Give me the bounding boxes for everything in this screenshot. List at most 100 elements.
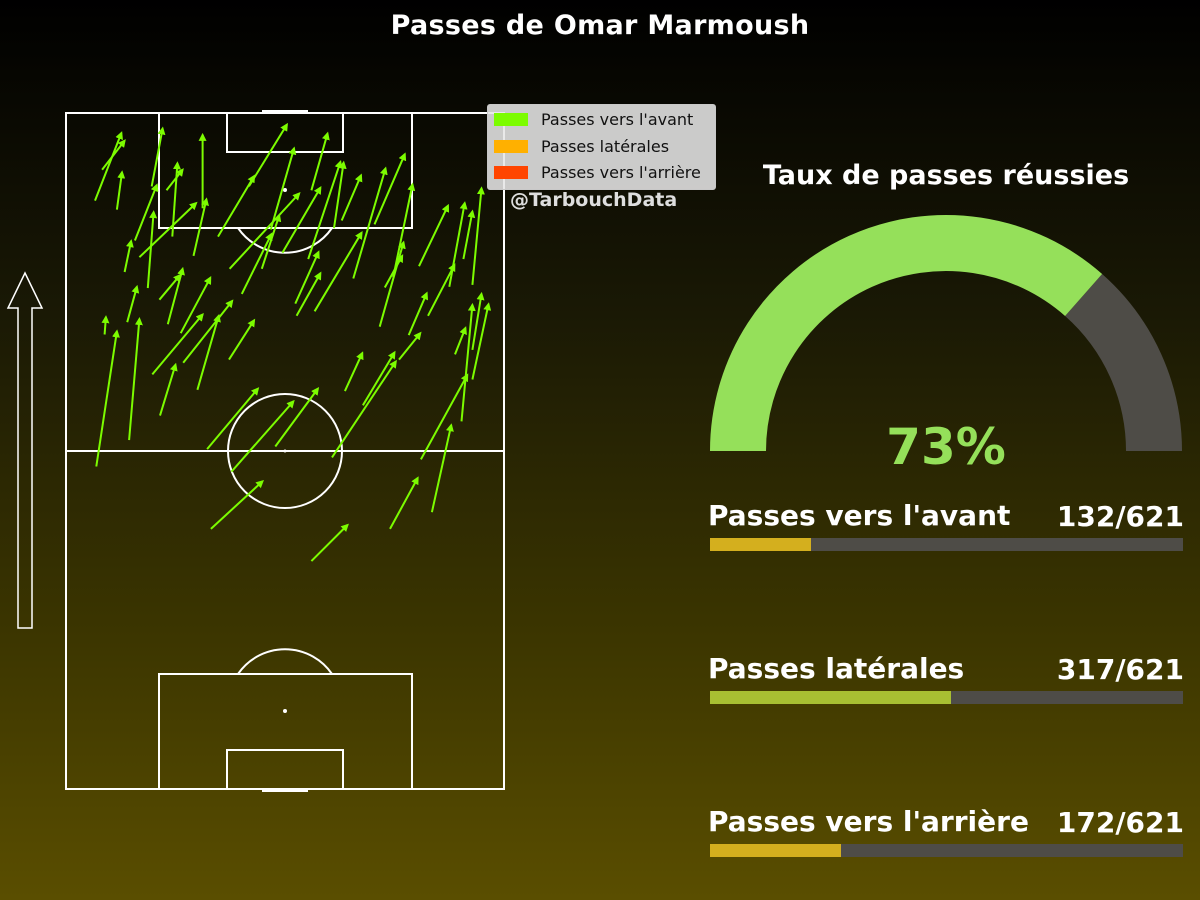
center-spot: [283, 449, 287, 453]
pass-arrow-0-62: [383, 254, 404, 288]
pass-arrow-0-25: [471, 302, 492, 380]
pass-arrow-0-33: [228, 318, 256, 361]
stat-bar-fill-backward: [710, 844, 842, 857]
gauge-percentage: 73%: [886, 418, 1006, 476]
legend-item-lateral: Passes latérales: [494, 136, 669, 156]
pass-arrow-0-22: [448, 201, 468, 287]
stat-value-backward: 172/621: [1056, 806, 1184, 839]
pass-arrow-0-44: [230, 399, 295, 473]
pass-arrow-0-0: [94, 131, 123, 201]
pass-arrow-0-21: [418, 203, 450, 267]
bottom-goal: [262, 788, 308, 792]
legend-label-lateral: Passes latérales: [541, 136, 670, 156]
legend: Passes vers l'avant Passes latérales Pas…: [487, 104, 716, 190]
pass-arrow-0-38: [95, 329, 120, 467]
pass-arrow-0-29: [343, 351, 364, 392]
stat-label-forward: Passes vers l'avant: [708, 499, 1011, 532]
pass-arrow-0-56: [138, 201, 198, 258]
pass-arrow-0-59: [158, 273, 182, 301]
legend-label-backward: Passes vers l'arrière: [541, 162, 701, 182]
pass-arrow-0-26: [454, 326, 467, 355]
pass-arrow-0-20: [392, 182, 416, 278]
stat-value-forward: 132/621: [1056, 500, 1184, 533]
pass-arrow-0-46: [331, 359, 397, 458]
pass-arrow-0-3: [123, 239, 134, 273]
pass-arrow-0-23: [462, 209, 476, 260]
gauge-svg: [710, 215, 1182, 452]
top-penalty-spot: [283, 188, 287, 192]
legend-item-backward: Passes vers l'arrière: [494, 162, 701, 182]
legend-item-forward: Passes vers l'avant: [494, 109, 693, 129]
pass-arrow-0-5: [165, 168, 184, 191]
pass-arrow-0-49: [430, 423, 454, 513]
pass-arrow-0-40: [159, 362, 178, 416]
pass-arrow-0-61: [294, 250, 320, 305]
bottom-six-yard-box: [226, 749, 344, 790]
legend-label-forward: Passes vers l'avant: [541, 109, 694, 129]
pass-arrow-0-41: [196, 313, 221, 391]
pass-arrow-0-9: [150, 126, 166, 187]
stat-bar-forward: [710, 538, 1183, 551]
pass-arrow-0-17: [340, 173, 363, 221]
pass-arrow-0-47: [362, 350, 396, 406]
chart-title: Passes de Omar Marmoush: [390, 10, 810, 41]
pass-arrow-0-42: [206, 387, 260, 450]
pass-arrow-0-37: [101, 315, 110, 335]
pass-arrow-0-4: [115, 170, 126, 210]
pass-arrow-0-10: [217, 174, 256, 238]
top-six-yard-box: [226, 112, 344, 153]
gauge-title: Taux de passes réussies: [762, 160, 1130, 191]
stat-bar-fill-lateral: [710, 691, 952, 704]
pass-arrow-0-60: [182, 299, 234, 364]
pass-arrow-0-64: [398, 331, 422, 361]
stat-label-backward: Passes vers l'arrière: [708, 805, 1029, 838]
pass-arrow-0-7: [192, 197, 209, 257]
pass-arrow-0-57: [260, 213, 282, 270]
credit-text: @TarbouchData: [510, 189, 678, 211]
pass-arrow-0-13: [269, 146, 297, 230]
legend-swatch-forward: [494, 112, 528, 126]
pass-arrow-0-35: [146, 210, 158, 289]
stat-bar-backward: [710, 844, 1183, 857]
pass-arrow-0-12: [248, 122, 288, 187]
pass-arrow-0-63: [427, 263, 456, 317]
pass-arrow-0-19: [373, 152, 407, 225]
pass-arrow-0-48: [420, 373, 469, 460]
legend-swatch-lateral: [494, 139, 528, 153]
pass-arrow-0-51: [471, 291, 485, 351]
pass-arrow-0-54: [151, 312, 204, 376]
center-circle: [227, 393, 343, 509]
pass-arrow-0-31: [295, 271, 322, 317]
pass-arrow-0-2: [133, 183, 159, 241]
pass-arrow-0-11: [228, 192, 301, 270]
pass-arrow-0-36: [126, 284, 140, 323]
pass-arrow-0-55: [179, 276, 212, 334]
pass-arrow-0-15: [310, 131, 330, 191]
pass-arrow-0-53: [310, 523, 349, 562]
stat-bar-lateral: [710, 691, 1183, 704]
pass-arrow-0-1: [101, 139, 126, 171]
pass-arrow-0-39: [128, 317, 143, 441]
bottom-penalty-arc: [237, 648, 333, 675]
pass-arrow-0-18: [352, 166, 388, 279]
pass-arrow-0-16: [307, 160, 343, 260]
gauge-rest-arc: [1064, 274, 1182, 452]
bottom-penalty-box: [158, 673, 413, 790]
pass-arrow-0-24: [471, 186, 485, 285]
stat-label-lateral: Passes latérales: [708, 652, 965, 685]
direction-arrow-icon: [6, 271, 44, 629]
pass-arrow-0-28: [378, 240, 406, 327]
pass-arrow-0-50: [460, 302, 476, 422]
passes-layer: [94, 122, 492, 562]
pass-arrow-0-45: [274, 386, 320, 448]
legend-swatch-backward: [494, 165, 528, 179]
stat-bar-fill-forward: [710, 538, 811, 551]
pass-arrow-0-34: [166, 266, 185, 325]
pass-arrow-0-32: [240, 232, 273, 295]
bottom-penalty-spot: [283, 709, 287, 713]
pass-arrow-0-14: [281, 185, 322, 254]
top-goal: [262, 110, 308, 114]
pitch-marks: [262, 110, 308, 792]
pass-arrow-0-27: [407, 291, 429, 336]
